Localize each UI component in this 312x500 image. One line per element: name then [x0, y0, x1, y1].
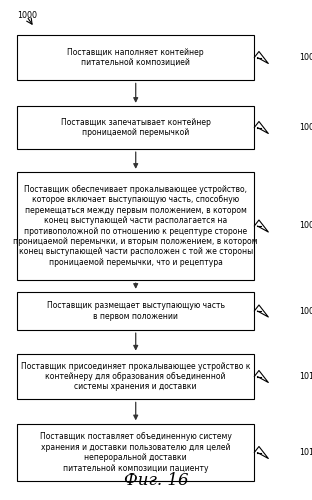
Text: Поставщик присоединяет прокалывающее устройство к
контейнеру для образования объ: Поставщик присоединяет прокалывающее уст… [21, 362, 251, 392]
Text: 1000: 1000 [17, 11, 37, 20]
FancyBboxPatch shape [17, 35, 254, 80]
Text: 1002: 1002 [300, 53, 312, 62]
Text: Фиг. 16: Фиг. 16 [124, 472, 188, 489]
Text: Поставщик размещает выступающую часть
в первом положении: Поставщик размещает выступающую часть в … [47, 302, 225, 320]
Text: Поставщик наполняет контейнер
питательной композицией: Поставщик наполняет контейнер питательно… [67, 48, 204, 67]
Text: 1012: 1012 [300, 448, 312, 457]
Text: 1010: 1010 [300, 372, 312, 381]
Text: Поставщик поставляет объединенную систему
хранения и доставки пользователю для ц: Поставщик поставляет объединенную систем… [40, 432, 232, 472]
Text: Поставщик запечатывает контейнер
проницаемой перемычкой: Поставщик запечатывает контейнер проница… [61, 118, 211, 137]
Text: Поставщик обеспечивает прокалывающее устройство,
которое включает выступающую ча: Поставщик обеспечивает прокалывающее уст… [13, 185, 258, 267]
FancyBboxPatch shape [17, 172, 254, 280]
FancyBboxPatch shape [17, 424, 254, 481]
Text: 1006: 1006 [300, 222, 312, 230]
FancyBboxPatch shape [17, 292, 254, 330]
Text: 1008: 1008 [300, 306, 312, 316]
FancyBboxPatch shape [17, 106, 254, 149]
Text: 1004: 1004 [300, 123, 312, 132]
FancyBboxPatch shape [17, 354, 254, 399]
